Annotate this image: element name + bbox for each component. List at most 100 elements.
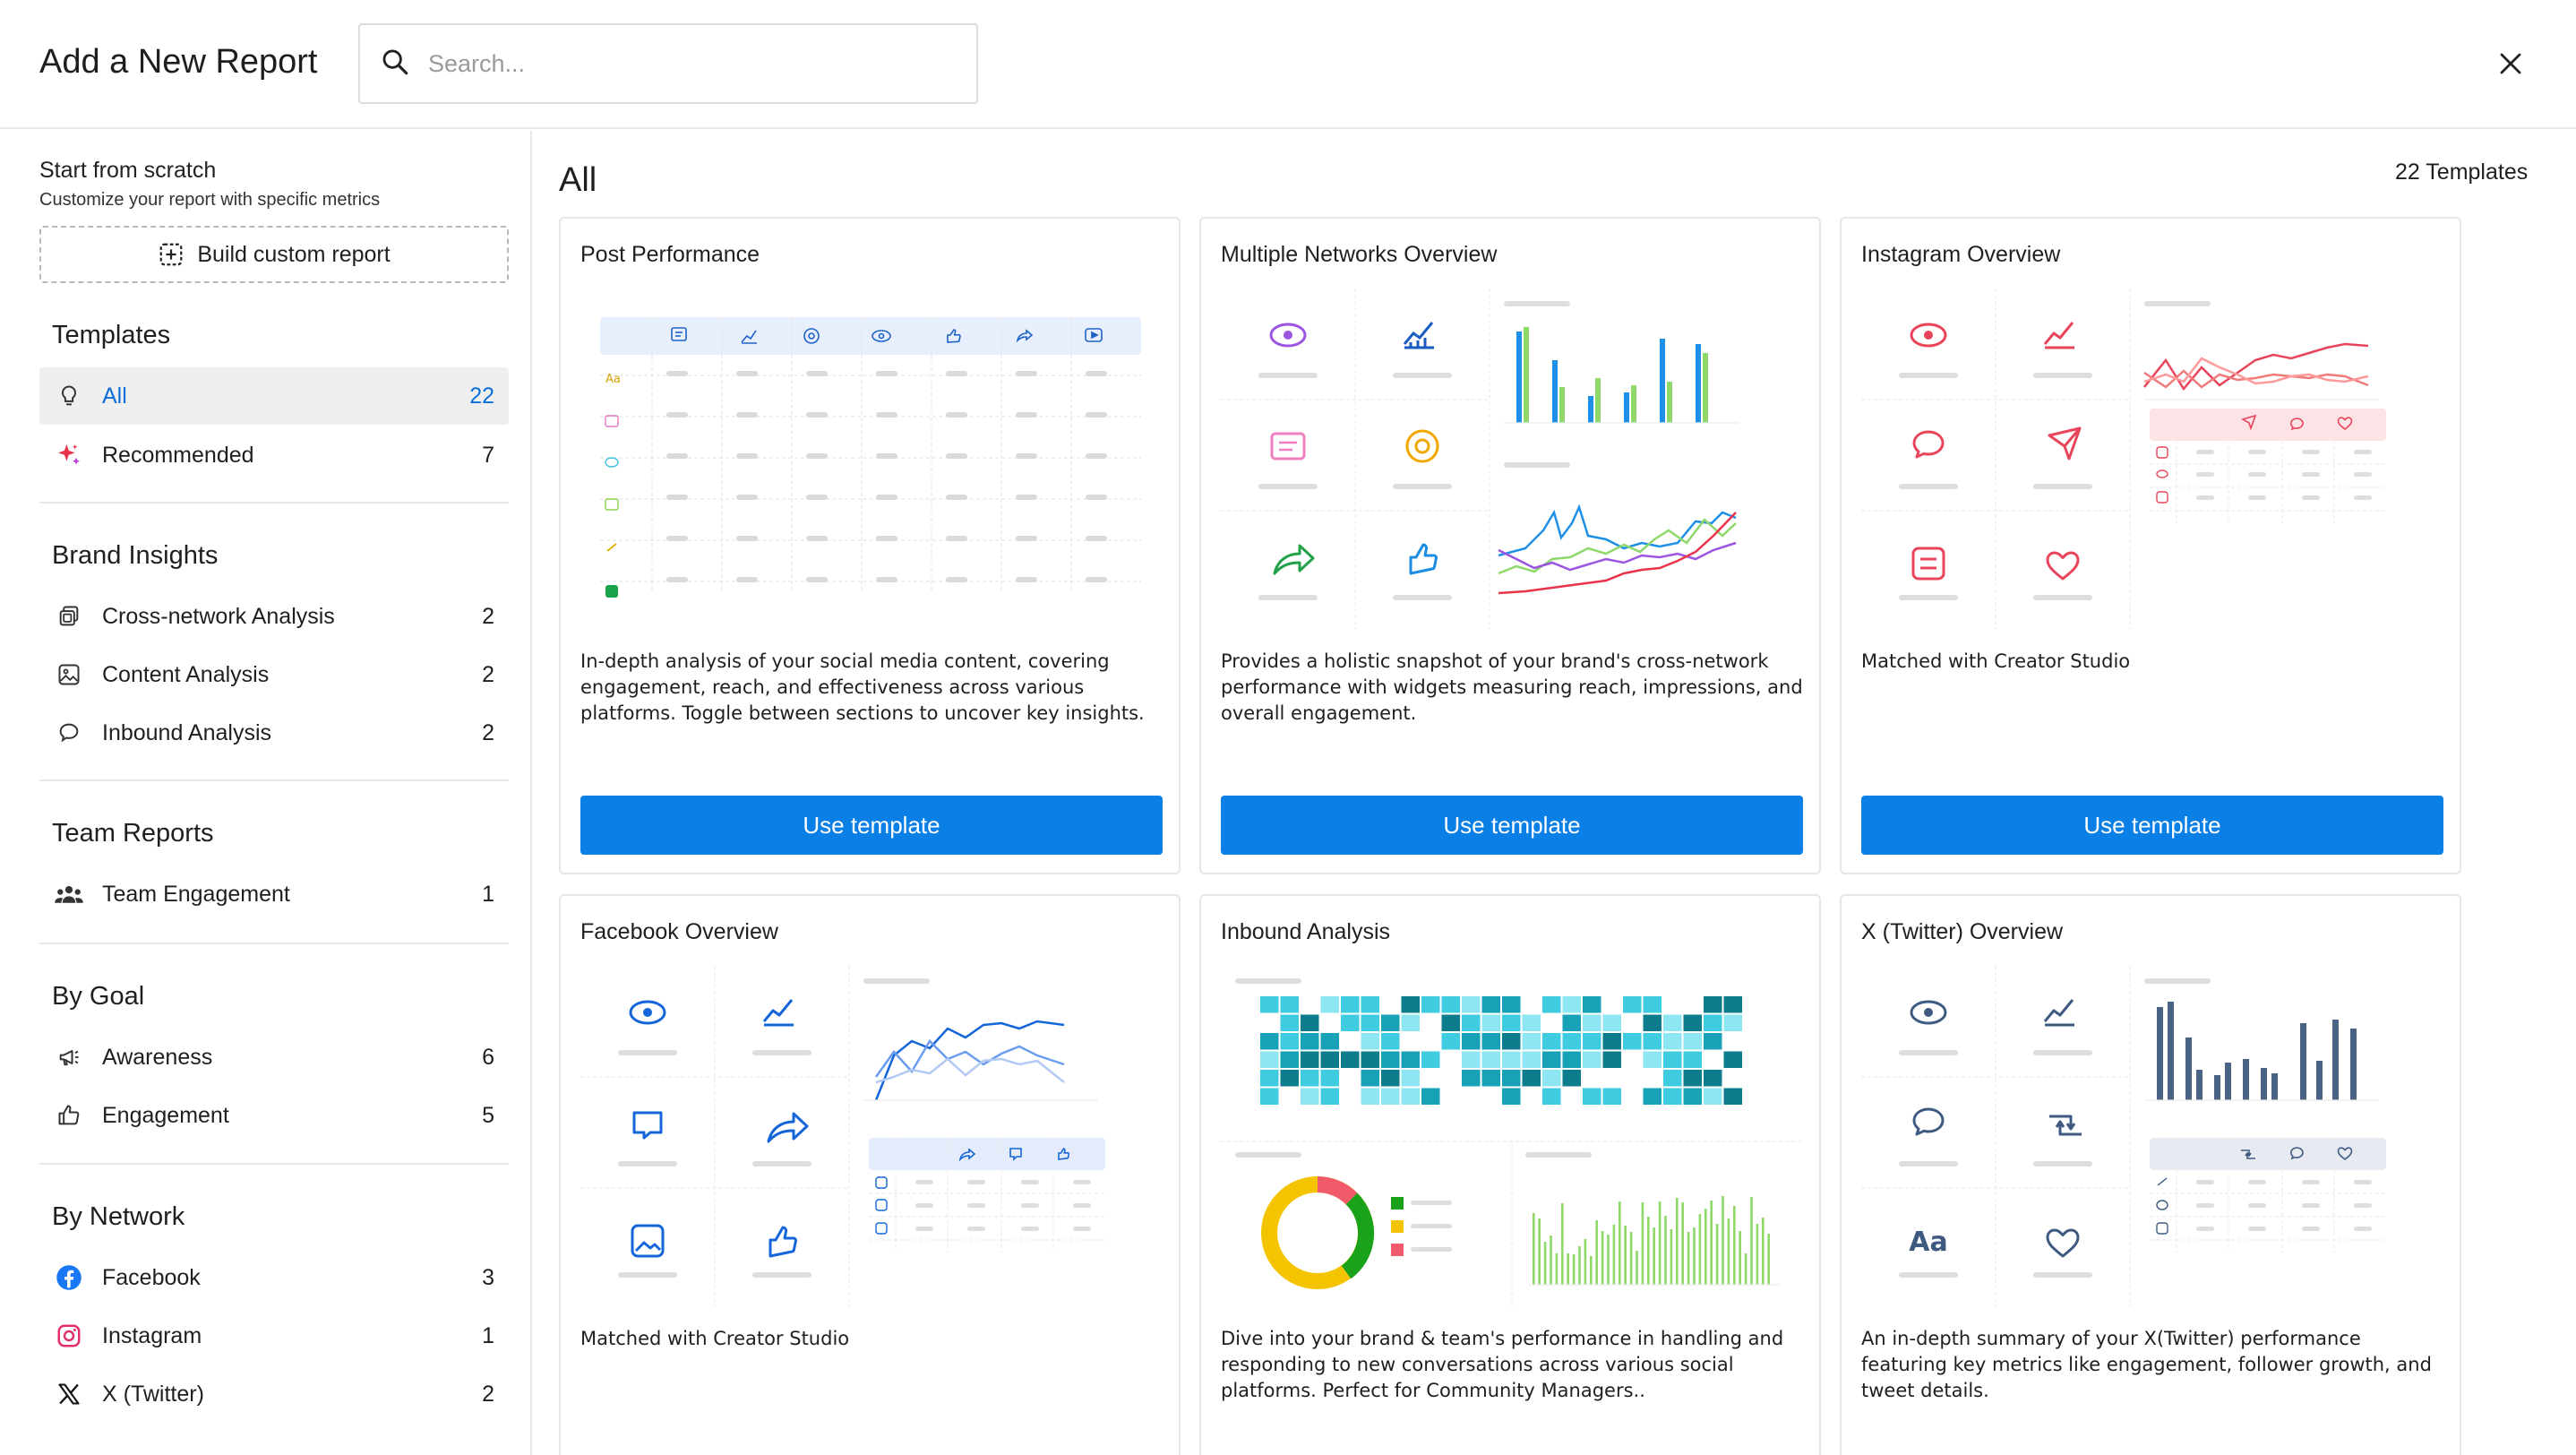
add-square-icon bbox=[159, 243, 183, 266]
card-title: Inbound Analysis bbox=[1221, 919, 1391, 944]
heatmap-cell bbox=[1381, 1014, 1400, 1031]
sidebar-item-label: Awareness bbox=[102, 1044, 213, 1070]
heatmap-cell bbox=[1280, 1051, 1299, 1068]
sparkline-bar bbox=[1693, 1227, 1696, 1285]
heatmap-cell bbox=[1381, 996, 1400, 1013]
sidebar-item-inbound-analysis[interactable]: Inbound Analysis 2 bbox=[39, 704, 509, 762]
sidebar-item-label: Inbound Analysis bbox=[102, 719, 272, 745]
sparkline-bar bbox=[1739, 1231, 1741, 1285]
heatmap-cell bbox=[1683, 1014, 1702, 1031]
close-button[interactable] bbox=[2492, 45, 2529, 82]
heatmap-cell bbox=[1643, 1088, 1662, 1105]
heatmap-cell bbox=[1542, 1088, 1561, 1105]
template-card-instagram-overview[interactable]: Instagram Overview bbox=[1840, 217, 2461, 874]
sidebar-item-engagement[interactable]: Engagement 5 bbox=[39, 1087, 509, 1144]
heatmap-cell bbox=[1381, 1033, 1400, 1050]
heatmap-cell bbox=[1462, 1070, 1481, 1087]
heatmap-cell bbox=[1623, 1033, 1642, 1050]
template-card-twitter-overview[interactable]: X (Twitter) Overview Aa bbox=[1840, 894, 2461, 1455]
sidebar-item-count: 6 bbox=[482, 1044, 494, 1070]
facebook-icon bbox=[54, 1262, 84, 1293]
sparkline-bar bbox=[1750, 1197, 1753, 1285]
use-template-button[interactable]: Use template bbox=[1221, 796, 1803, 855]
heatmap-cell bbox=[1462, 1014, 1481, 1031]
template-card-multiple-networks[interactable]: Multiple Networks Overview bbox=[1199, 217, 1821, 874]
thumbs-up-icon bbox=[54, 1100, 84, 1131]
sparkline-bar bbox=[1636, 1251, 1638, 1285]
card-description: An in-depth summary of your X(Twitter) p… bbox=[1861, 1328, 2432, 1401]
sidebar-item-count: 1 bbox=[482, 881, 494, 907]
scratch-subtitle: Customize your report with specific metr… bbox=[39, 190, 381, 210]
heatmap-cell bbox=[1704, 1051, 1722, 1068]
use-template-button[interactable]: Use template bbox=[1861, 796, 2443, 855]
heatmap-cell bbox=[1562, 1033, 1581, 1050]
sidebar-item-team-engagement[interactable]: Team Engagement 1 bbox=[39, 865, 509, 923]
heatmap-cell bbox=[1522, 996, 1541, 1013]
heatmap-cell bbox=[1542, 996, 1561, 1013]
heatmap-cell bbox=[1583, 1033, 1601, 1050]
sparkline-bar bbox=[1664, 1216, 1667, 1285]
sidebar-item-count: 2 bbox=[482, 661, 494, 687]
heatmap-cell bbox=[1583, 996, 1601, 1013]
heatmap-cell bbox=[1623, 996, 1642, 1013]
megaphone-icon bbox=[54, 1042, 84, 1072]
heatmap-cell bbox=[1361, 1051, 1379, 1068]
card-description: Matched with Creator Studio bbox=[1861, 650, 2131, 672]
heatmap-cell bbox=[1562, 1051, 1581, 1068]
heatmap-cell bbox=[1441, 1088, 1460, 1105]
sparkline-bar bbox=[1744, 1253, 1747, 1285]
sidebar-item-label: Instagram bbox=[102, 1322, 202, 1348]
sidebar-item-count: 5 bbox=[482, 1102, 494, 1128]
sidebar-item-twitter[interactable]: X (Twitter) 2 bbox=[39, 1365, 509, 1423]
heatmap-cell bbox=[1320, 1033, 1339, 1050]
heatmap-cell bbox=[1623, 1088, 1642, 1105]
use-template-button[interactable]: Use template bbox=[580, 796, 1163, 855]
heatmap-cell bbox=[1683, 1033, 1702, 1050]
search-box[interactable] bbox=[358, 23, 978, 104]
sparkline-bar bbox=[1658, 1201, 1662, 1285]
heatmap-cell bbox=[1481, 1088, 1500, 1105]
card-preview bbox=[1221, 288, 1803, 629]
sidebar-item-cross-network[interactable]: Cross-network Analysis 2 bbox=[39, 588, 509, 645]
heatmap-cell bbox=[1361, 996, 1379, 1013]
sidebar-item-content-analysis[interactable]: Content Analysis 2 bbox=[39, 646, 509, 703]
heatmap-cell bbox=[1502, 1033, 1521, 1050]
template-card-facebook-overview[interactable]: Facebook Overview bbox=[559, 894, 1181, 1455]
heatmap-cell bbox=[1562, 1088, 1581, 1105]
heatmap-cell bbox=[1280, 1014, 1299, 1031]
template-count: 22 Templates bbox=[2395, 159, 2529, 185]
build-custom-report-button[interactable]: Build custom report bbox=[39, 226, 509, 283]
template-card-post-performance[interactable]: Post Performance Aa bbox=[559, 217, 1181, 874]
heatmap-cell bbox=[1583, 1070, 1601, 1087]
scratch-title: Start from scratch bbox=[39, 158, 217, 183]
sidebar-item-all[interactable]: All 22 bbox=[39, 367, 509, 425]
sidebar-item-label: Engagement bbox=[102, 1102, 229, 1128]
heatmap-cell bbox=[1522, 1088, 1541, 1105]
section-brand-insights: Brand Insights bbox=[52, 541, 219, 570]
heatmap-cell bbox=[1341, 1014, 1360, 1031]
heatmap-cell bbox=[1562, 996, 1581, 1013]
sidebar-item-label: Content Analysis bbox=[102, 661, 270, 687]
heatmap-cell bbox=[1421, 996, 1440, 1013]
search-input[interactable] bbox=[428, 49, 948, 78]
sidebar-item-awareness[interactable]: Awareness 6 bbox=[39, 1029, 509, 1086]
sidebar-item-facebook[interactable]: Facebook 3 bbox=[39, 1249, 509, 1306]
template-card-inbound-analysis[interactable]: Inbound Analysis Dive into your brand & … bbox=[1199, 894, 1821, 1455]
heatmap-cell bbox=[1542, 1033, 1561, 1050]
lightbulb-icon bbox=[54, 381, 84, 411]
x-logo-icon bbox=[54, 1379, 84, 1409]
divider bbox=[39, 502, 509, 504]
heatmap-cell bbox=[1320, 1051, 1339, 1068]
heatmap-cell bbox=[1481, 996, 1500, 1013]
heatmap-cell bbox=[1542, 1070, 1561, 1087]
heatmap-cell bbox=[1602, 1088, 1621, 1105]
sidebar-item-recommended[interactable]: Recommended 7 bbox=[39, 426, 509, 484]
sparkline-bar bbox=[1653, 1227, 1655, 1285]
heatmap-cell bbox=[1602, 1033, 1621, 1050]
image-icon bbox=[54, 659, 84, 690]
layers-icon bbox=[54, 601, 84, 632]
sidebar: Start from scratch Customize your report… bbox=[0, 131, 532, 1455]
sparkline-bar bbox=[1624, 1226, 1627, 1285]
sidebar-item-count: 2 bbox=[482, 1381, 494, 1407]
sidebar-item-instagram[interactable]: Instagram 1 bbox=[39, 1307, 509, 1365]
